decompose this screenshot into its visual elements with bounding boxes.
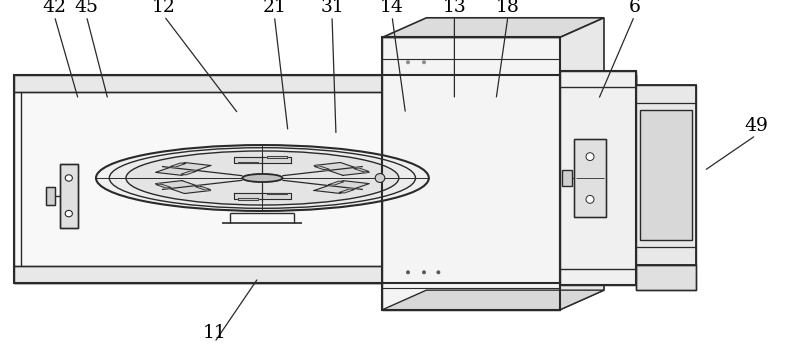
Bar <box>574 139 606 217</box>
Polygon shape <box>267 156 287 158</box>
Bar <box>636 265 696 290</box>
Bar <box>46 187 55 205</box>
Ellipse shape <box>110 148 415 208</box>
Polygon shape <box>234 157 291 163</box>
Polygon shape <box>382 18 604 37</box>
Bar <box>560 71 636 285</box>
Text: 21: 21 <box>262 0 286 16</box>
Polygon shape <box>314 166 330 170</box>
Bar <box>60 164 78 228</box>
Bar <box>382 37 560 310</box>
Ellipse shape <box>375 174 385 182</box>
Polygon shape <box>329 181 344 185</box>
Bar <box>636 265 696 290</box>
Text: 45: 45 <box>74 0 98 16</box>
Polygon shape <box>354 168 369 172</box>
Polygon shape <box>155 162 210 176</box>
Bar <box>14 75 636 92</box>
Polygon shape <box>560 18 604 310</box>
Text: 14: 14 <box>380 0 404 16</box>
Ellipse shape <box>437 271 440 274</box>
Polygon shape <box>382 290 604 310</box>
Ellipse shape <box>66 175 72 181</box>
Text: 13: 13 <box>442 0 466 16</box>
Polygon shape <box>238 162 258 163</box>
Polygon shape <box>339 189 354 193</box>
Text: 6: 6 <box>629 0 640 16</box>
Polygon shape <box>314 180 370 194</box>
Ellipse shape <box>242 174 282 182</box>
Polygon shape <box>155 180 210 194</box>
Polygon shape <box>314 162 370 176</box>
Text: 31: 31 <box>320 0 344 16</box>
Bar <box>640 110 692 240</box>
Ellipse shape <box>66 210 72 217</box>
Bar <box>14 75 636 283</box>
Bar <box>60 164 78 228</box>
Ellipse shape <box>586 153 594 161</box>
Text: 12: 12 <box>152 0 176 16</box>
Ellipse shape <box>422 271 426 274</box>
Ellipse shape <box>586 195 594 203</box>
Ellipse shape <box>406 271 410 274</box>
Bar <box>14 266 636 283</box>
Polygon shape <box>181 171 196 175</box>
Bar <box>574 139 606 217</box>
Text: 11: 11 <box>202 324 226 342</box>
Bar <box>636 85 696 265</box>
Polygon shape <box>170 163 186 167</box>
Bar <box>560 71 636 285</box>
Text: 49: 49 <box>744 117 768 135</box>
Bar <box>382 37 560 310</box>
Polygon shape <box>267 193 287 194</box>
Bar <box>14 75 636 283</box>
Ellipse shape <box>242 174 282 182</box>
Polygon shape <box>238 198 258 200</box>
Polygon shape <box>195 186 210 190</box>
Bar <box>640 110 692 240</box>
Bar <box>562 170 571 186</box>
Bar <box>636 85 696 265</box>
Ellipse shape <box>96 145 429 211</box>
Text: 42: 42 <box>42 0 66 16</box>
Bar <box>46 187 55 205</box>
Text: 18: 18 <box>496 0 520 16</box>
Polygon shape <box>234 193 291 199</box>
Ellipse shape <box>422 61 426 64</box>
Ellipse shape <box>406 61 410 64</box>
Polygon shape <box>156 184 171 188</box>
Ellipse shape <box>126 151 399 205</box>
